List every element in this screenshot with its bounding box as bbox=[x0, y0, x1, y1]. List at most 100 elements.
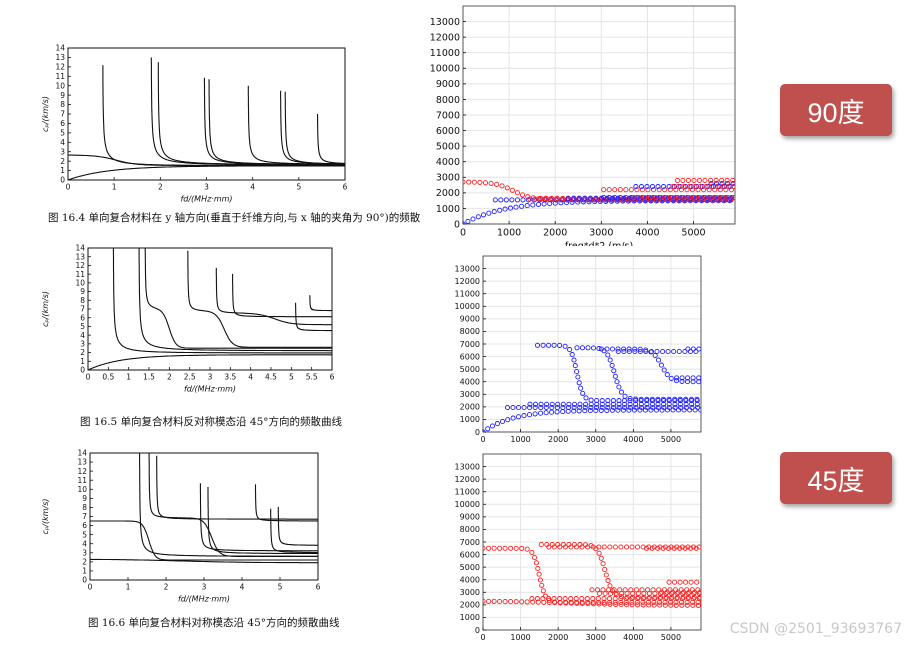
data-point bbox=[670, 589, 676, 595]
data-point bbox=[486, 545, 492, 551]
data-point bbox=[545, 596, 552, 602]
data-point bbox=[497, 545, 503, 551]
data-point bbox=[652, 590, 658, 597]
y-tick-label: 12000 bbox=[430, 32, 460, 43]
data-point bbox=[571, 195, 577, 201]
data-point bbox=[652, 352, 658, 359]
y-axis-label: cₚ/(km/s) bbox=[41, 96, 50, 132]
data-point bbox=[717, 194, 723, 201]
y-tick-label: 3000 bbox=[460, 588, 480, 597]
angle-badge-45: 45度 bbox=[780, 452, 892, 504]
data-point bbox=[602, 566, 608, 573]
data-point bbox=[623, 187, 629, 193]
data-point bbox=[660, 545, 666, 551]
data-point bbox=[598, 346, 604, 352]
data-point bbox=[604, 195, 610, 201]
data-point bbox=[601, 194, 607, 201]
y-tick-label: 7000 bbox=[460, 538, 480, 547]
data-point bbox=[691, 177, 697, 183]
data-point bbox=[489, 423, 496, 429]
data-point bbox=[668, 375, 674, 381]
data-point bbox=[534, 596, 540, 602]
y-tick-label: 4000 bbox=[460, 378, 480, 387]
y-axis-label: cₚ/(km/s) bbox=[41, 498, 50, 534]
data-point bbox=[679, 375, 685, 381]
data-point bbox=[623, 194, 629, 201]
reference-curve-7 bbox=[295, 302, 332, 332]
data-point bbox=[594, 397, 600, 404]
data-point bbox=[524, 599, 530, 605]
data-point bbox=[692, 589, 698, 595]
data-point bbox=[674, 590, 680, 597]
x-axis-label: freq*d*2 (m/s) bbox=[565, 241, 633, 246]
data-point bbox=[521, 413, 527, 419]
data-point bbox=[571, 408, 577, 414]
data-point bbox=[639, 194, 645, 201]
x-tick-label: 4 bbox=[240, 583, 245, 592]
data-point bbox=[685, 544, 691, 550]
data-point bbox=[480, 212, 487, 218]
x-axis-label: fd/(MHz·mm) bbox=[180, 195, 232, 204]
data-point bbox=[536, 571, 542, 577]
reference-curve-8 bbox=[270, 508, 318, 554]
data-point bbox=[635, 590, 641, 597]
data-point bbox=[635, 602, 641, 608]
data-point bbox=[675, 194, 681, 201]
x-tick-label: 4000 bbox=[623, 435, 643, 444]
data-point bbox=[672, 401, 678, 407]
data-point bbox=[579, 544, 585, 550]
data-point bbox=[691, 194, 698, 201]
data-point bbox=[524, 546, 530, 552]
data-point bbox=[631, 194, 637, 201]
data-point bbox=[566, 401, 572, 407]
data-point bbox=[607, 357, 613, 363]
x-tick-label: 0 bbox=[480, 435, 485, 444]
data-point bbox=[684, 194, 690, 201]
data-point bbox=[649, 545, 655, 551]
x-tick-label: 2 bbox=[167, 373, 172, 382]
data-point bbox=[638, 404, 644, 411]
reference-chart-45-anti: 0 0.5 1 1.5 2 2.5 3 3.5 4 4.5 5 5.5 6 0 1 2 3 4 5 6 7 8 9 10 11 1… bbox=[40, 240, 345, 410]
data-point bbox=[538, 410, 544, 416]
data-point bbox=[486, 598, 492, 604]
y-tick-label: 14 bbox=[75, 244, 85, 253]
x-tick-label: 5 bbox=[289, 373, 294, 382]
data-point bbox=[583, 395, 589, 401]
reference-curve-10 bbox=[316, 114, 345, 164]
y-tick-label: 2 bbox=[82, 557, 87, 566]
reference-curve-5 bbox=[203, 77, 345, 166]
data-point bbox=[645, 187, 651, 193]
y-tick-label: 7 bbox=[60, 110, 65, 119]
data-point bbox=[642, 407, 649, 413]
sim-series-9 bbox=[666, 579, 700, 585]
data-point bbox=[623, 544, 630, 550]
sim-chart-90: 0 1000 2000 3000 4000 5000 0 1000 2000 3000 4000 50… bbox=[425, 2, 737, 252]
data-point bbox=[649, 184, 656, 190]
data-point bbox=[590, 599, 596, 605]
reference-curve-6 bbox=[232, 273, 332, 318]
data-point bbox=[697, 194, 703, 201]
data-point bbox=[560, 409, 566, 415]
data-point bbox=[532, 404, 538, 411]
data-point bbox=[655, 404, 661, 411]
data-point bbox=[538, 401, 544, 407]
data-point bbox=[609, 195, 616, 201]
data-point bbox=[689, 404, 695, 411]
sim-chart-45-anti: 0 1000 2000 3000 4000 5000 0 1000 2000 3000 4000 50… bbox=[445, 252, 703, 456]
reference-curve-4 bbox=[156, 455, 318, 520]
data-point bbox=[624, 602, 630, 608]
y-tick-label: 4 bbox=[80, 331, 85, 340]
data-point bbox=[682, 348, 688, 355]
data-point bbox=[565, 195, 571, 201]
data-point bbox=[491, 598, 497, 604]
sim-series-3 bbox=[534, 342, 700, 404]
data-point bbox=[537, 195, 544, 201]
data-point bbox=[509, 187, 515, 193]
x-tick-label: 3 bbox=[204, 183, 209, 192]
data-point bbox=[719, 177, 725, 183]
data-point bbox=[595, 596, 601, 602]
data-point bbox=[623, 599, 629, 605]
data-point bbox=[696, 177, 703, 183]
data-point bbox=[587, 408, 593, 414]
sim-series-0 bbox=[463, 198, 733, 224]
